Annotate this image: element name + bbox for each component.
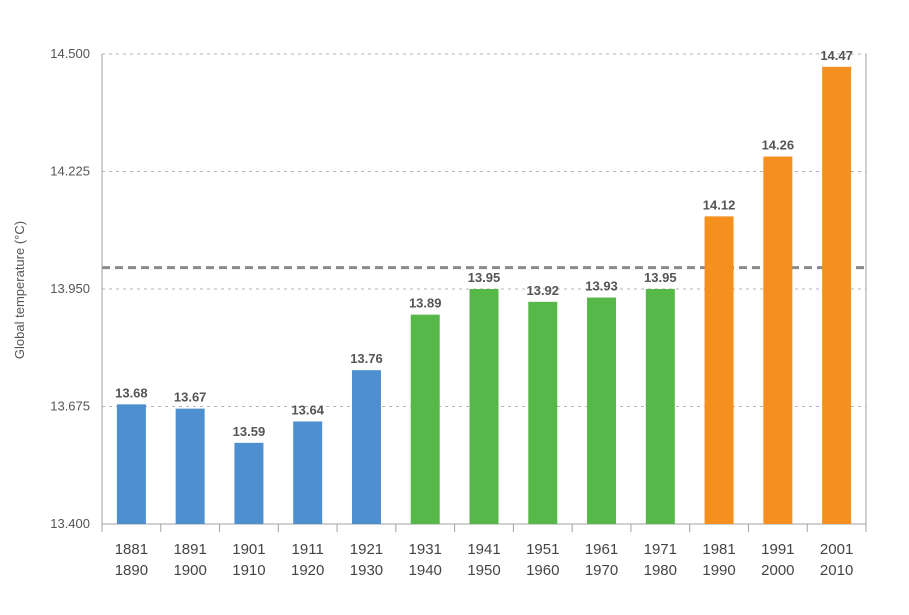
x-tick-label-end: 1940 — [409, 562, 442, 579]
x-tick-label-end: 1900 — [173, 562, 206, 579]
x-tick-label-end: 1920 — [291, 562, 324, 579]
x-tick-label-end: 1960 — [526, 562, 559, 579]
x-tick-label-start: 1891 — [173, 541, 206, 558]
x-tick-label-start: 1881 — [115, 541, 148, 558]
bar — [293, 421, 323, 524]
x-tick-label-start: 1961 — [585, 541, 618, 558]
x-tick-label-end: 1980 — [644, 562, 677, 579]
x-tick-label-end: 1930 — [350, 562, 383, 579]
y-axis-title: Global temperature (°C) — [12, 221, 27, 359]
bar — [175, 408, 205, 524]
bar-value-label: 13.76 — [350, 351, 383, 366]
bar — [410, 314, 440, 524]
bar-value-label: 13.59 — [233, 424, 266, 439]
x-tick-label-end: 1950 — [467, 562, 500, 579]
x-tick-label-start: 1991 — [761, 541, 794, 558]
x-tick-label-start: 1941 — [467, 541, 500, 558]
bar-value-label: 13.95 — [644, 270, 677, 285]
bar-layer — [116, 66, 852, 525]
bar — [116, 404, 146, 524]
x-tick-label-end: 2000 — [761, 562, 794, 579]
bar — [528, 301, 558, 524]
bar-value-label: 13.95 — [468, 270, 501, 285]
y-tick-label: 14.500 — [50, 46, 90, 61]
y-tick-label: 13.400 — [50, 516, 90, 531]
bar — [234, 442, 264, 524]
bar — [704, 216, 734, 524]
x-tick-label-end: 1990 — [702, 562, 735, 579]
bar-value-label: 13.67 — [174, 390, 207, 405]
bar — [763, 156, 793, 524]
x-tick-label-end: 1970 — [585, 562, 618, 579]
bar-value-label: 13.89 — [409, 296, 442, 311]
grid-layer — [102, 53, 866, 407]
x-tick-label-start: 1971 — [644, 541, 677, 558]
bar — [587, 297, 617, 524]
x-tick-label-start: 2001 — [820, 541, 853, 558]
x-tick-label-start: 1931 — [409, 541, 442, 558]
y-tick-label: 13.675 — [50, 399, 90, 414]
x-tick-label-start: 1951 — [526, 541, 559, 558]
x-tick-label-end: 2010 — [820, 562, 853, 579]
x-tick-label-end: 1910 — [232, 562, 265, 579]
label-layer: 13.400 13.675 13.950 14.225 14.500 13.68 1881 1… — [50, 46, 853, 579]
x-tick-label-start: 1901 — [232, 541, 265, 558]
x-tick-label-start: 1921 — [350, 541, 383, 558]
bar-value-label: 14.47 — [820, 48, 853, 63]
x-tick-label-end: 1890 — [115, 562, 148, 579]
bar-value-label: 13.93 — [585, 279, 618, 294]
bar-value-label: 14.26 — [762, 138, 795, 153]
bar-value-label: 13.64 — [291, 402, 324, 417]
bar — [351, 370, 381, 524]
bar-value-label: 14.12 — [703, 197, 736, 212]
y-tick-label: 13.950 — [50, 281, 90, 296]
x-tick-label-start: 1981 — [702, 541, 735, 558]
bar — [645, 289, 675, 524]
bar-value-label: 13.68 — [115, 385, 148, 400]
x-tick-label-start: 1911 — [292, 541, 324, 558]
y-tick-label: 14.225 — [50, 164, 90, 179]
bar — [469, 289, 499, 524]
bar — [822, 66, 852, 525]
bar-value-label: 13.92 — [526, 283, 559, 298]
